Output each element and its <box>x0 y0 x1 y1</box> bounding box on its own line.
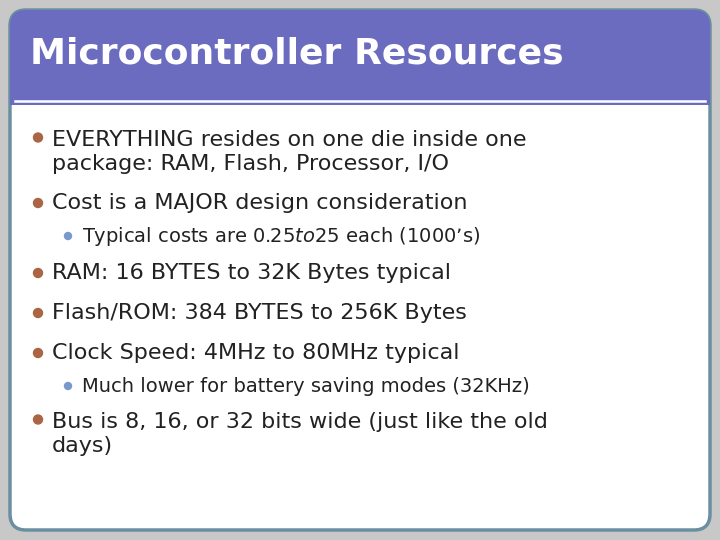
Text: Typical costs are $0.25 to $25 each (1000’s): Typical costs are $0.25 to $25 each (100… <box>82 225 480 247</box>
FancyBboxPatch shape <box>10 10 710 530</box>
Text: Much lower for battery saving modes (32KHz): Much lower for battery saving modes (32K… <box>82 376 530 395</box>
Text: Bus is 8, 16, or 32 bits wide (just like the old
days): Bus is 8, 16, or 32 bits wide (just like… <box>52 412 548 456</box>
Circle shape <box>65 233 71 240</box>
FancyBboxPatch shape <box>10 10 710 105</box>
Bar <box>10 89 710 105</box>
Circle shape <box>34 133 42 142</box>
Circle shape <box>34 268 42 278</box>
Text: RAM: 16 BYTES to 32K Bytes typical: RAM: 16 BYTES to 32K Bytes typical <box>52 263 451 283</box>
Circle shape <box>34 199 42 207</box>
Circle shape <box>34 415 42 424</box>
Circle shape <box>34 308 42 318</box>
Circle shape <box>65 382 71 389</box>
Text: Cost is a MAJOR design consideration: Cost is a MAJOR design consideration <box>52 193 467 213</box>
Text: EVERYTHING resides on one die inside one
package: RAM, Flash, Processor, I/O: EVERYTHING resides on one die inside one… <box>52 130 526 174</box>
Text: Clock Speed: 4MHz to 80MHz typical: Clock Speed: 4MHz to 80MHz typical <box>52 343 459 363</box>
Text: Flash/ROM: 384 BYTES to 256K Bytes: Flash/ROM: 384 BYTES to 256K Bytes <box>52 303 467 323</box>
Text: Microcontroller Resources: Microcontroller Resources <box>30 37 564 71</box>
Circle shape <box>34 348 42 357</box>
